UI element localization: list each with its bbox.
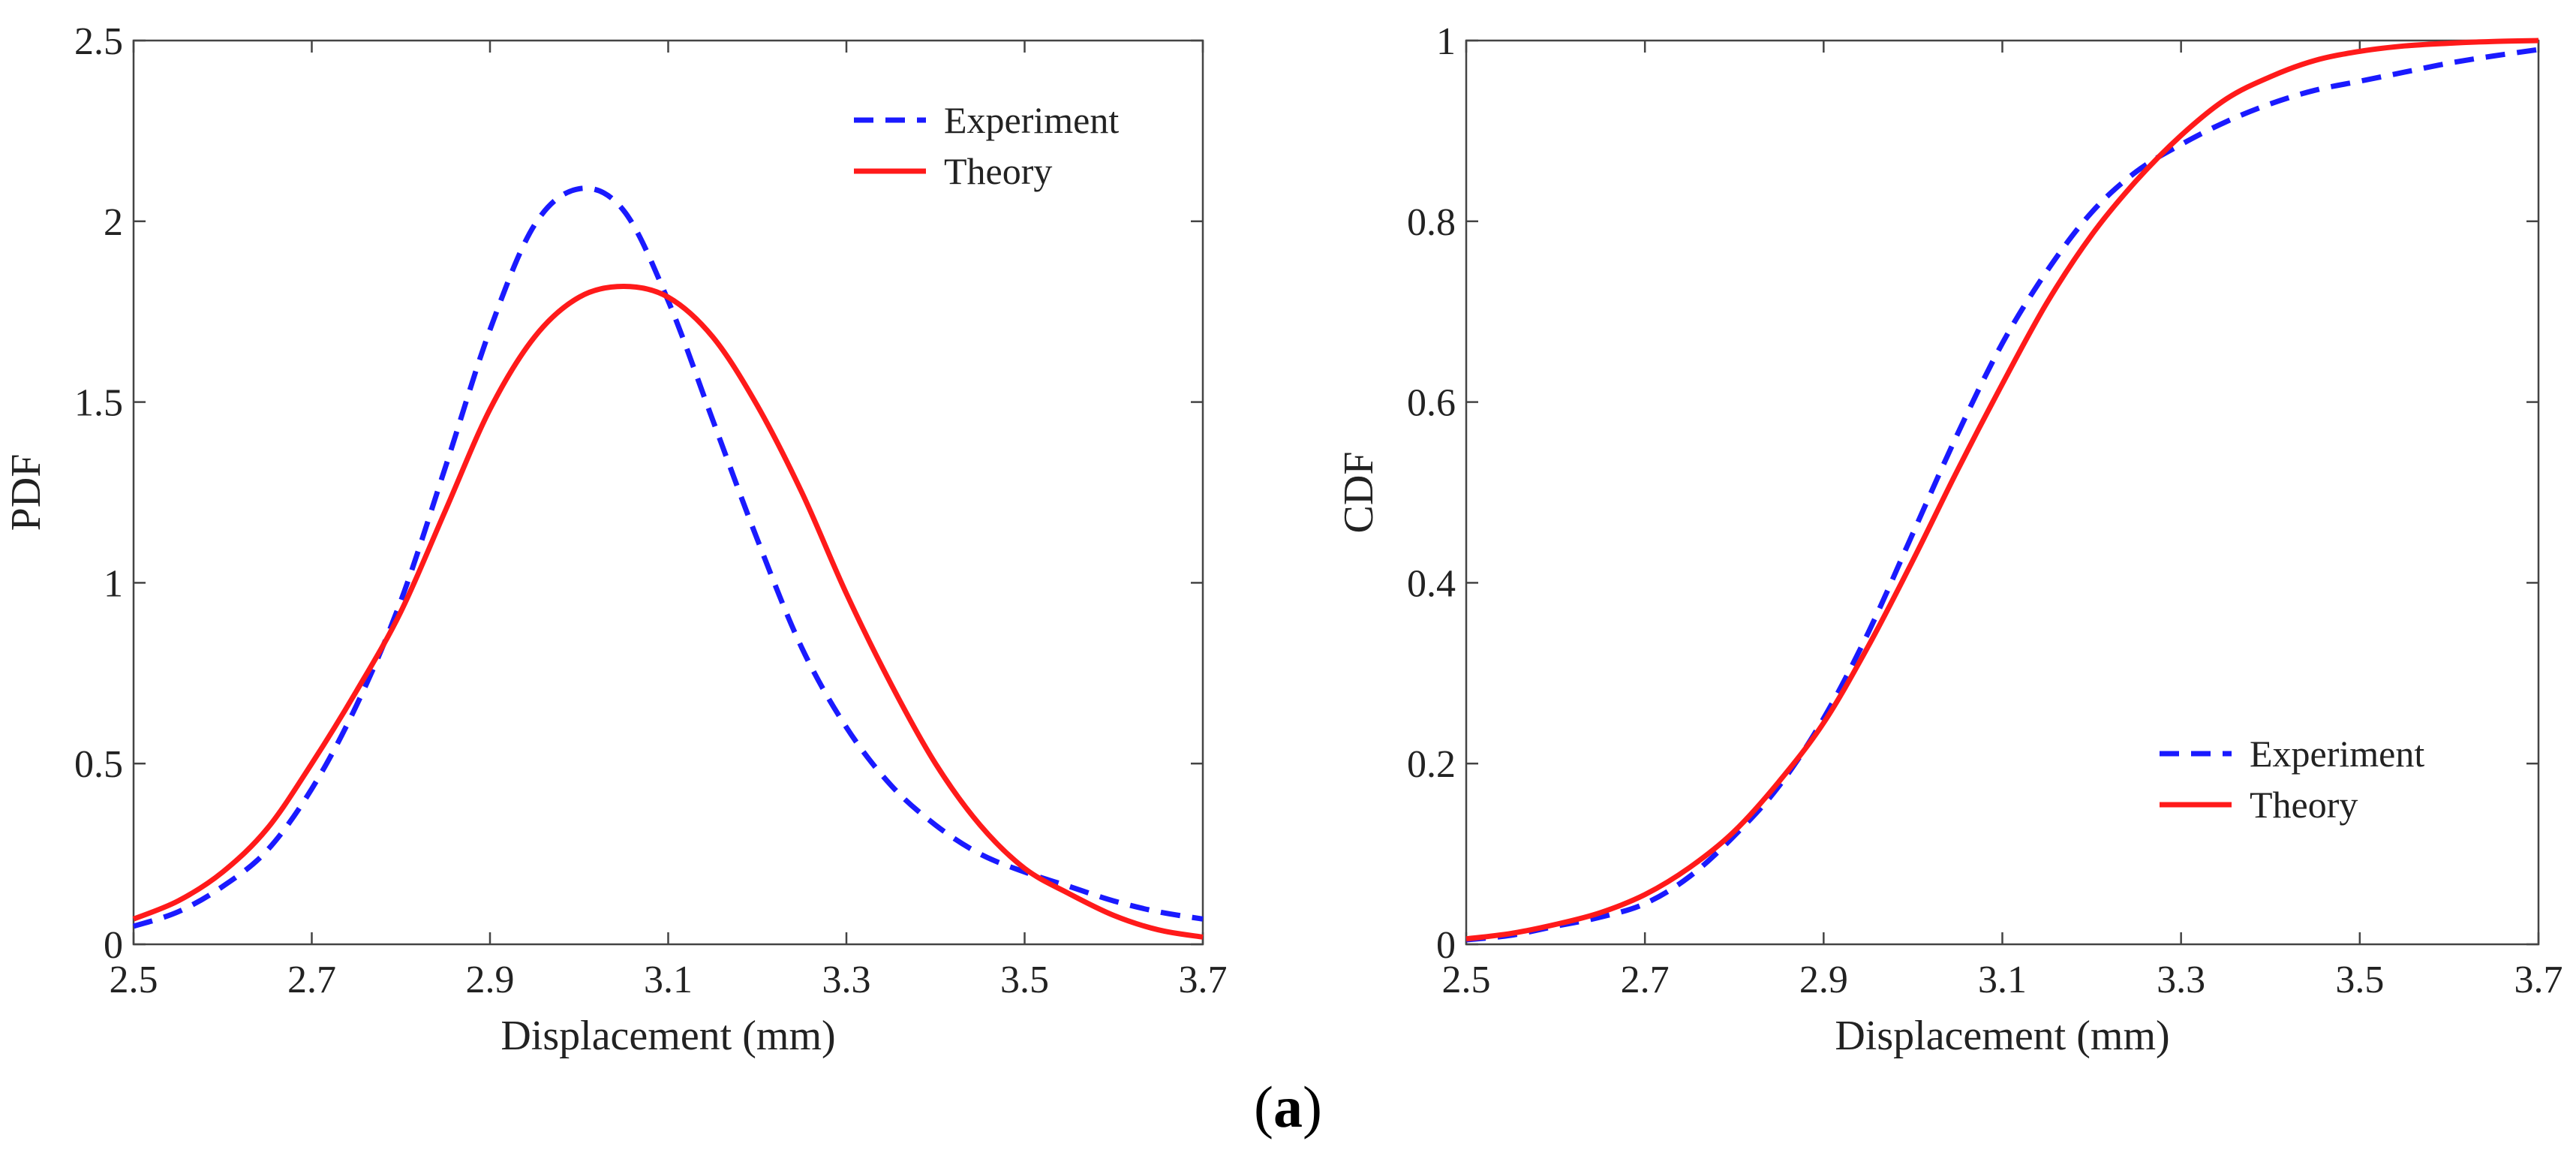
series-line-experiment bbox=[132, 185, 1204, 929]
x-tick-label: 2.9 bbox=[1799, 959, 1848, 1001]
y-axis-label: PDF bbox=[3, 454, 50, 531]
y-tick-label: 1 bbox=[104, 562, 123, 605]
y-tick-label: 1.5 bbox=[74, 382, 123, 425]
x-tick-label: 3.1 bbox=[644, 959, 693, 1001]
x-axis-label: Displacement (mm) bbox=[500, 1013, 835, 1059]
series-line-theory bbox=[1465, 38, 2539, 942]
x-tick-label: 3.5 bbox=[1000, 959, 1049, 1001]
cdf-chart: 2.5 2.7 2.9 3.1 3.3 3.5 3.7 0 0.2 0.4 0.6 0.8 1 Displ… bbox=[1336, 20, 2563, 1059]
y-tick-label: 0.5 bbox=[74, 743, 123, 786]
y-tick-label: 0 bbox=[104, 924, 123, 967]
y-tick-label: 0.4 bbox=[1407, 562, 1456, 605]
pdf-chart: 2.5 2.7 2.9 3.1 3.3 3.5 3.7 0 0.5 1 1.5 2 2.5 Displac… bbox=[3, 20, 1228, 1059]
x-tick-label: 2.5 bbox=[110, 959, 158, 1001]
y-tick-label: 2.5 bbox=[74, 20, 123, 63]
y-tick-label: 0 bbox=[1436, 924, 1456, 967]
y-tick-label: 0.6 bbox=[1407, 382, 1456, 425]
legend-label-experiment: Experiment bbox=[944, 99, 1119, 141]
panel-label-letter: a bbox=[1273, 1074, 1303, 1139]
y-axis-label: CDF bbox=[1336, 452, 1382, 534]
legend-label-theory: Theory bbox=[2250, 784, 2358, 826]
x-tick-label: 3.1 bbox=[1978, 959, 2027, 1001]
x-tick-label: 2.9 bbox=[466, 959, 515, 1001]
panel-label-close: ) bbox=[1303, 1074, 1322, 1139]
x-tick-label: 3.3 bbox=[2157, 959, 2205, 1001]
series-line-theory bbox=[132, 284, 1204, 940]
legend-label-experiment: Experiment bbox=[2250, 733, 2424, 775]
x-axis-label: Displacement (mm) bbox=[1835, 1013, 2169, 1059]
legend-label-theory: Theory bbox=[944, 150, 1052, 192]
y-tick-label: 0.8 bbox=[1407, 201, 1456, 244]
x-tick-label: 3.5 bbox=[2335, 959, 2384, 1001]
panel-label-open: ( bbox=[1254, 1074, 1273, 1139]
x-tick-label: 3.3 bbox=[822, 959, 871, 1001]
y-tick-label: 1 bbox=[1436, 20, 1456, 63]
x-tick-label: 2.7 bbox=[1621, 959, 1670, 1001]
series-line-experiment bbox=[1465, 47, 2539, 943]
x-tick-label: 2.7 bbox=[287, 959, 336, 1001]
x-tick-label: 2.5 bbox=[1442, 959, 1491, 1001]
y-tick-label: 2 bbox=[104, 201, 123, 244]
plot-frame bbox=[1465, 39, 2540, 946]
x-tick-label: 3.7 bbox=[2514, 959, 2563, 1001]
x-tick-label: 3.7 bbox=[1179, 959, 1228, 1001]
y-tick-label: 0.2 bbox=[1407, 743, 1456, 786]
panel-label: (a) bbox=[0, 1073, 2576, 1141]
